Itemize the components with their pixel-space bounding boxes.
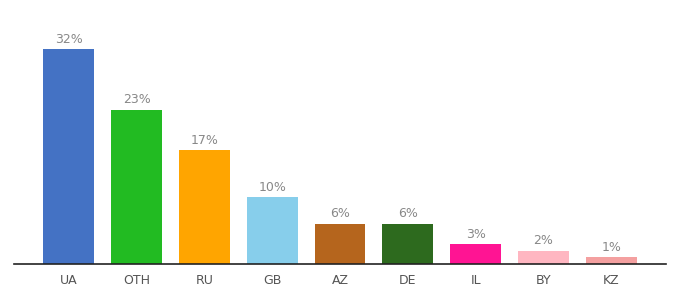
Text: 23%: 23%: [122, 93, 150, 106]
Text: 6%: 6%: [398, 207, 418, 220]
Text: 1%: 1%: [601, 241, 622, 254]
Text: 17%: 17%: [190, 134, 218, 147]
Text: 2%: 2%: [534, 234, 554, 247]
Bar: [247, 197, 298, 264]
Text: 32%: 32%: [55, 33, 82, 46]
Bar: [179, 150, 230, 264]
Bar: [44, 49, 94, 264]
Bar: [111, 110, 162, 264]
Bar: [315, 224, 365, 264]
Text: 3%: 3%: [466, 227, 486, 241]
Bar: [586, 257, 636, 264]
Bar: [450, 244, 501, 264]
Text: 6%: 6%: [330, 207, 350, 220]
Text: 10%: 10%: [258, 181, 286, 194]
Bar: [518, 250, 569, 264]
Bar: [382, 224, 433, 264]
